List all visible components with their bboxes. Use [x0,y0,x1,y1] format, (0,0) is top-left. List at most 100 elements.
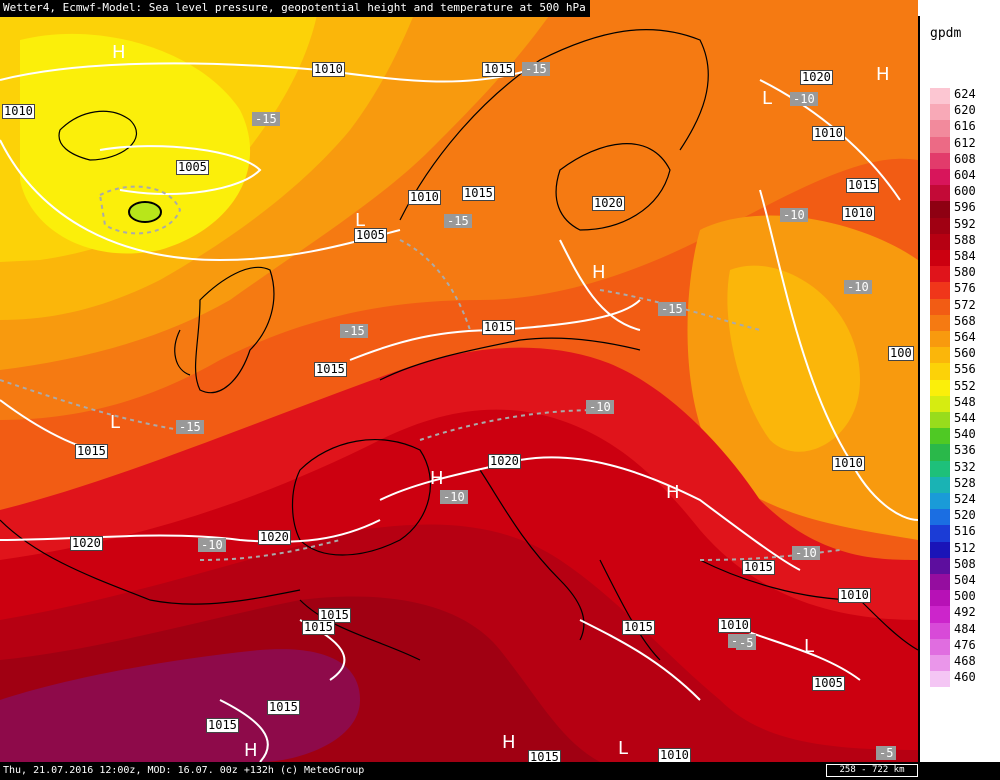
isobar-label: 1005 [354,228,387,243]
legend-level-label: 540 [954,427,976,442]
isotherm-label: -15 [522,62,550,76]
legend-level-label: 532 [954,459,976,474]
legend-level-label: 608 [954,151,976,166]
low-pressure-center: L [355,210,366,231]
high-pressure-center: H [502,732,516,753]
isobar-label: 1010 [718,618,751,633]
isobar-label: 1010 [838,588,871,603]
legend-swatch [930,136,950,153]
legend-swatch [930,671,950,688]
legend-level-label: 552 [954,378,976,393]
legend-level-label: 484 [954,621,976,636]
legend-swatch [930,541,950,558]
isotherm-label: -10 [790,92,818,106]
legend-level-label: 536 [954,443,976,458]
legend-swatch [930,88,950,105]
legend-level-label: 620 [954,103,976,118]
weather-map: 1010 1010 1005 1015 1010 1005 1015 1020 1015 1015… [0,0,919,765]
high-pressure-center: H [666,482,680,503]
isobar-label: 1005 [812,676,845,691]
band-560-east [727,265,860,452]
legend-level-label: 520 [954,508,976,523]
legend-level-label: 580 [954,265,976,280]
legend-swatch [930,525,950,542]
isotherm-label: -5 [736,636,757,650]
legend-swatch [930,428,950,445]
isobar-label: 1010 [2,104,35,119]
isobar-label: 1020 [488,454,521,469]
legend-level-label: 588 [954,232,976,247]
legend-swatch [930,509,950,526]
legend-level-label: 508 [954,556,976,571]
legend-level-label: 612 [954,135,976,150]
legend-level-label: 600 [954,184,976,199]
legend-swatch [930,298,950,315]
isotherm-label: -10 [792,546,820,560]
legend-swatch [930,655,950,672]
map-canvas [0,0,919,763]
legend-level-label: 624 [954,87,976,101]
legend-swatch [930,169,950,186]
legend-level-label: 564 [954,330,976,344]
isobar-label: 1010 [812,126,845,141]
legend-level-label: 512 [954,540,976,555]
legend-level-label: 504 [954,573,976,587]
isotherm-label: -5 [876,746,897,760]
legend-swatch [930,347,950,364]
isobar-label: 1015 [75,444,108,459]
legend-swatch [930,104,950,121]
legend-swatch [930,476,950,493]
legend-swatch [930,314,950,331]
legend-swatch [930,557,950,574]
legend-swatch [930,444,950,461]
legend-level-label: 616 [954,119,976,134]
isobar-label: 1015 [314,362,347,377]
legend-swatch [930,233,950,250]
isobar-label: 1015 [742,560,775,575]
footer-scale: 258 - 722 km [826,764,918,777]
legend-swatch [930,250,950,267]
legend-swatch [930,590,950,607]
legend-level-label: 500 [954,589,976,604]
legend-level-label: 528 [954,475,976,490]
isobar-label: 1015 [482,320,515,335]
legend-swatch [930,638,950,655]
legend-level-label: 572 [954,297,976,312]
isobar-label: 1015 [846,178,879,193]
legend-level-label: 544 [954,411,976,425]
legend-swatch [930,412,950,429]
legend-level-label: 604 [954,168,976,182]
legend-level-label: 468 [954,654,976,668]
high-pressure-center: H [244,740,258,761]
isotherm-label: -10 [586,400,614,414]
legend-unit: gpdm [930,26,962,41]
legend-swatch [930,120,950,137]
legend-level-label: 556 [954,362,976,377]
isobar-label: 1010 [408,190,441,205]
band-596 [0,649,360,762]
legend-swatch [930,574,950,591]
isobar-label: 100 [888,346,914,361]
legend-level-label: 476 [954,637,976,652]
isotherm-label: -15 [658,302,686,316]
band-548 [128,201,162,223]
isotherm-label: -10 [844,280,872,294]
isotherm-label: -15 [252,112,280,126]
isotherm-label: -10 [780,208,808,222]
high-pressure-center: H [876,64,890,85]
isobar-label: 1015 [267,700,300,715]
isobar-label: 1010 [842,206,875,221]
legend-level-label: 596 [954,200,976,215]
legend-swatch [930,217,950,234]
isobar-label: 1015 [302,620,335,635]
legend-swatch [930,363,950,380]
legend-level-label: 584 [954,249,976,263]
isotherm-label: -15 [340,324,368,338]
legend-level-label: 548 [954,394,976,409]
isobar-label: 1020 [70,536,103,551]
legend-swatch [930,395,950,412]
legend-swatch [930,282,950,299]
legend-swatch [930,379,950,396]
isotherm-label: -15 [176,420,204,434]
isobar-label: 1015 [462,186,495,201]
